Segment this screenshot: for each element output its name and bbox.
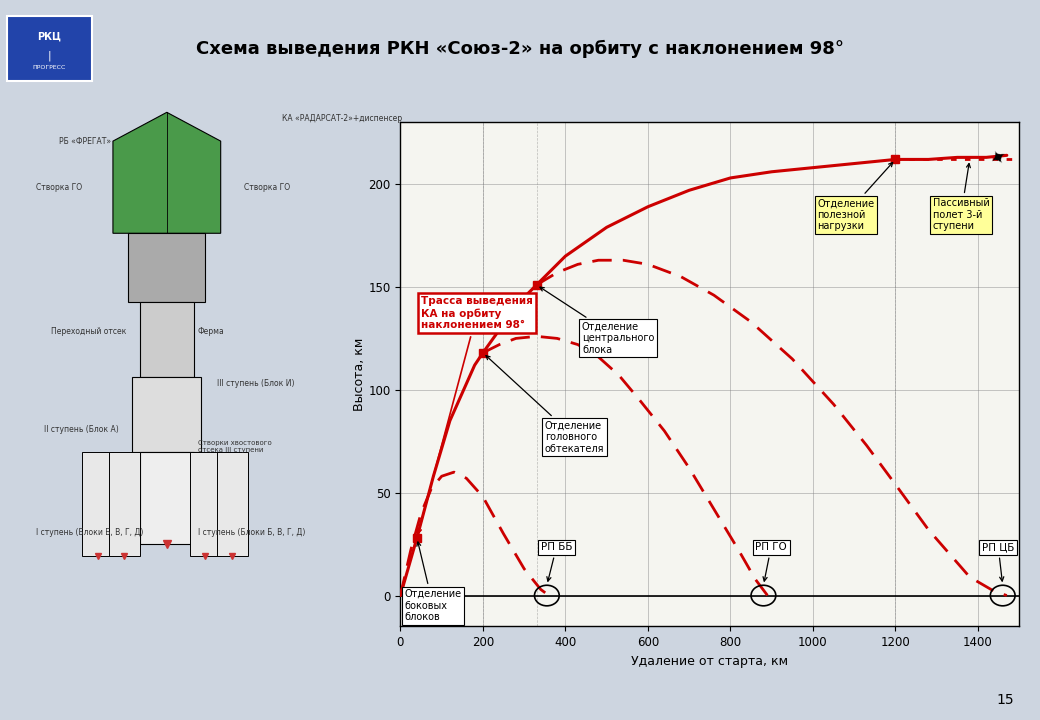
Y-axis label: Высота, км: Высота, км [353,338,366,411]
Text: Створки хвостового
отсека III ступени: Створки хвостового отсека III ступени [198,440,271,453]
Text: Схема выведения РКН «Союз-2» на орбиту с наклонением 98°: Схема выведения РКН «Союз-2» на орбиту с… [196,40,844,58]
Text: Трасса выведения
КА на орбиту
наклонением 98°: Трасса выведения КА на орбиту наклонение… [417,297,532,534]
Text: III ступень (Блок И): III ступень (Блок И) [217,379,294,387]
Text: Переходный отсек: Переходный отсек [51,327,127,336]
FancyBboxPatch shape [139,452,193,544]
Text: Отделение
боковых
блоков: Отделение боковых блоков [405,542,462,622]
Text: Отделение
головного
обтекателя: Отделение головного обтекателя [486,356,604,454]
Text: 15: 15 [996,693,1014,707]
Text: КА «РАДАРСАТ-2»+диспенсер: КА «РАДАРСАТ-2»+диспенсер [282,114,402,122]
Polygon shape [113,112,220,233]
Text: |: | [48,50,51,60]
FancyBboxPatch shape [139,302,193,377]
FancyBboxPatch shape [217,452,248,556]
Text: Створка ГО: Створка ГО [36,183,82,192]
Text: II ступень (Блок А): II ступень (Блок А) [44,425,119,433]
Text: РП ББ: РП ББ [541,542,572,581]
Text: РКЦ: РКЦ [37,31,61,41]
Text: Створка ГО: Створка ГО [243,183,290,192]
FancyBboxPatch shape [109,452,139,556]
Text: Пассивный
полет 3-й
ступени: Пассивный полет 3-й ступени [933,163,989,231]
Text: РП ЦБ: РП ЦБ [982,542,1014,581]
Text: Отделение
полезной
нагрузки: Отделение полезной нагрузки [817,163,892,231]
Text: I ступень (Блоки Б, В, Г, Д): I ступень (Блоки Б, В, Г, Д) [36,528,144,537]
Text: РП ГО: РП ГО [755,542,787,581]
Text: ✦: ✦ [987,145,1011,170]
Text: Отделение
центрального
блока: Отделение центрального блока [540,287,654,355]
Text: Ферма: Ферма [198,327,225,336]
Text: ПРОГРЕСС: ПРОГРЕСС [32,66,67,71]
FancyBboxPatch shape [7,16,92,81]
Text: I ступень (Блоки Б, В, Г, Д): I ступень (Блоки Б, В, Г, Д) [198,528,305,537]
Text: РБ «ФРЕГАТ»: РБ «ФРЕГАТ» [59,137,111,145]
FancyBboxPatch shape [82,452,113,556]
FancyBboxPatch shape [128,233,205,302]
FancyBboxPatch shape [132,377,202,452]
FancyBboxPatch shape [190,452,220,556]
X-axis label: Удаление от старта, км: Удаление от старта, км [631,654,788,667]
